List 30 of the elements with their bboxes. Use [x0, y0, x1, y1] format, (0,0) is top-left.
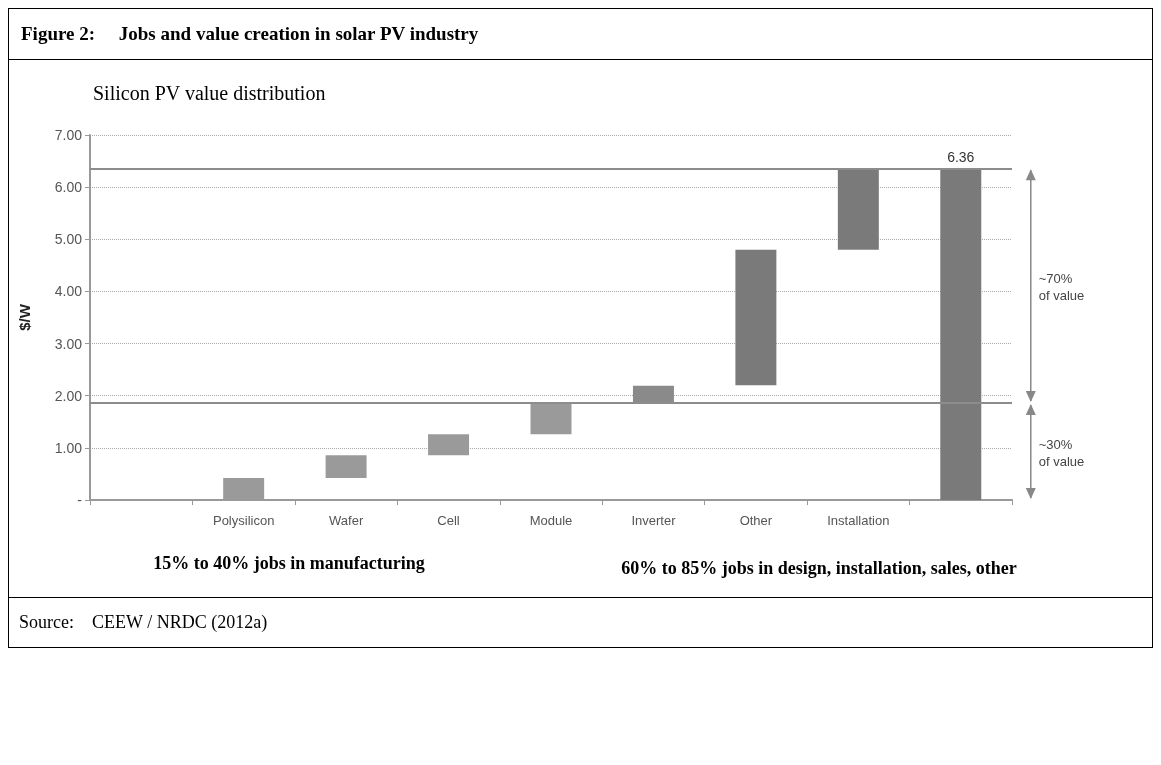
- text: 15% to 40% jobs in manufacturing: [152, 553, 426, 575]
- data-label: 6.36: [947, 149, 975, 166]
- x-tick-label: Other: [739, 513, 773, 528]
- chart-subtitle: Silicon PV value distribution: [92, 81, 327, 105]
- y-tick-label: -: [77, 492, 83, 508]
- x-tick-label: Inverter: [631, 513, 677, 528]
- y-tick-label: 5.00: [54, 231, 83, 248]
- x-tick-label: Cell: [437, 513, 460, 528]
- x-tick-label: Installation: [827, 513, 890, 528]
- y-axis-title: $/W: [16, 303, 33, 331]
- x-tick-label: Polysilicon: [212, 513, 275, 528]
- text: 60% to 85% jobs in design, installation, sales, other: [620, 557, 1018, 580]
- chart-title: Figure 2: Jobs and value creation in solar PV industry: [9, 9, 1152, 60]
- bar: [530, 403, 572, 435]
- text: ~70% of value: [1038, 270, 1085, 303]
- y-tick-label: 7.00: [54, 127, 83, 143]
- y-tick-label: 2.00: [54, 387, 83, 404]
- text: ~30% of value: [1038, 436, 1085, 469]
- bar: [837, 168, 879, 250]
- bar: [735, 249, 777, 386]
- x-tick-label: Module: [529, 513, 573, 528]
- source-note: Source: CEEW / NRDC (2012a): [18, 611, 269, 634]
- bar: [940, 168, 982, 500]
- y-tick-label: 6.00: [54, 179, 83, 196]
- y-tick-label: 4.00: [54, 283, 83, 300]
- x-tick-label: Wafer: [329, 513, 364, 528]
- bar: [428, 434, 470, 456]
- y-tick-label: 1.00: [54, 439, 83, 456]
- y-tick-label: 3.00: [54, 335, 83, 352]
- bar: [325, 455, 367, 479]
